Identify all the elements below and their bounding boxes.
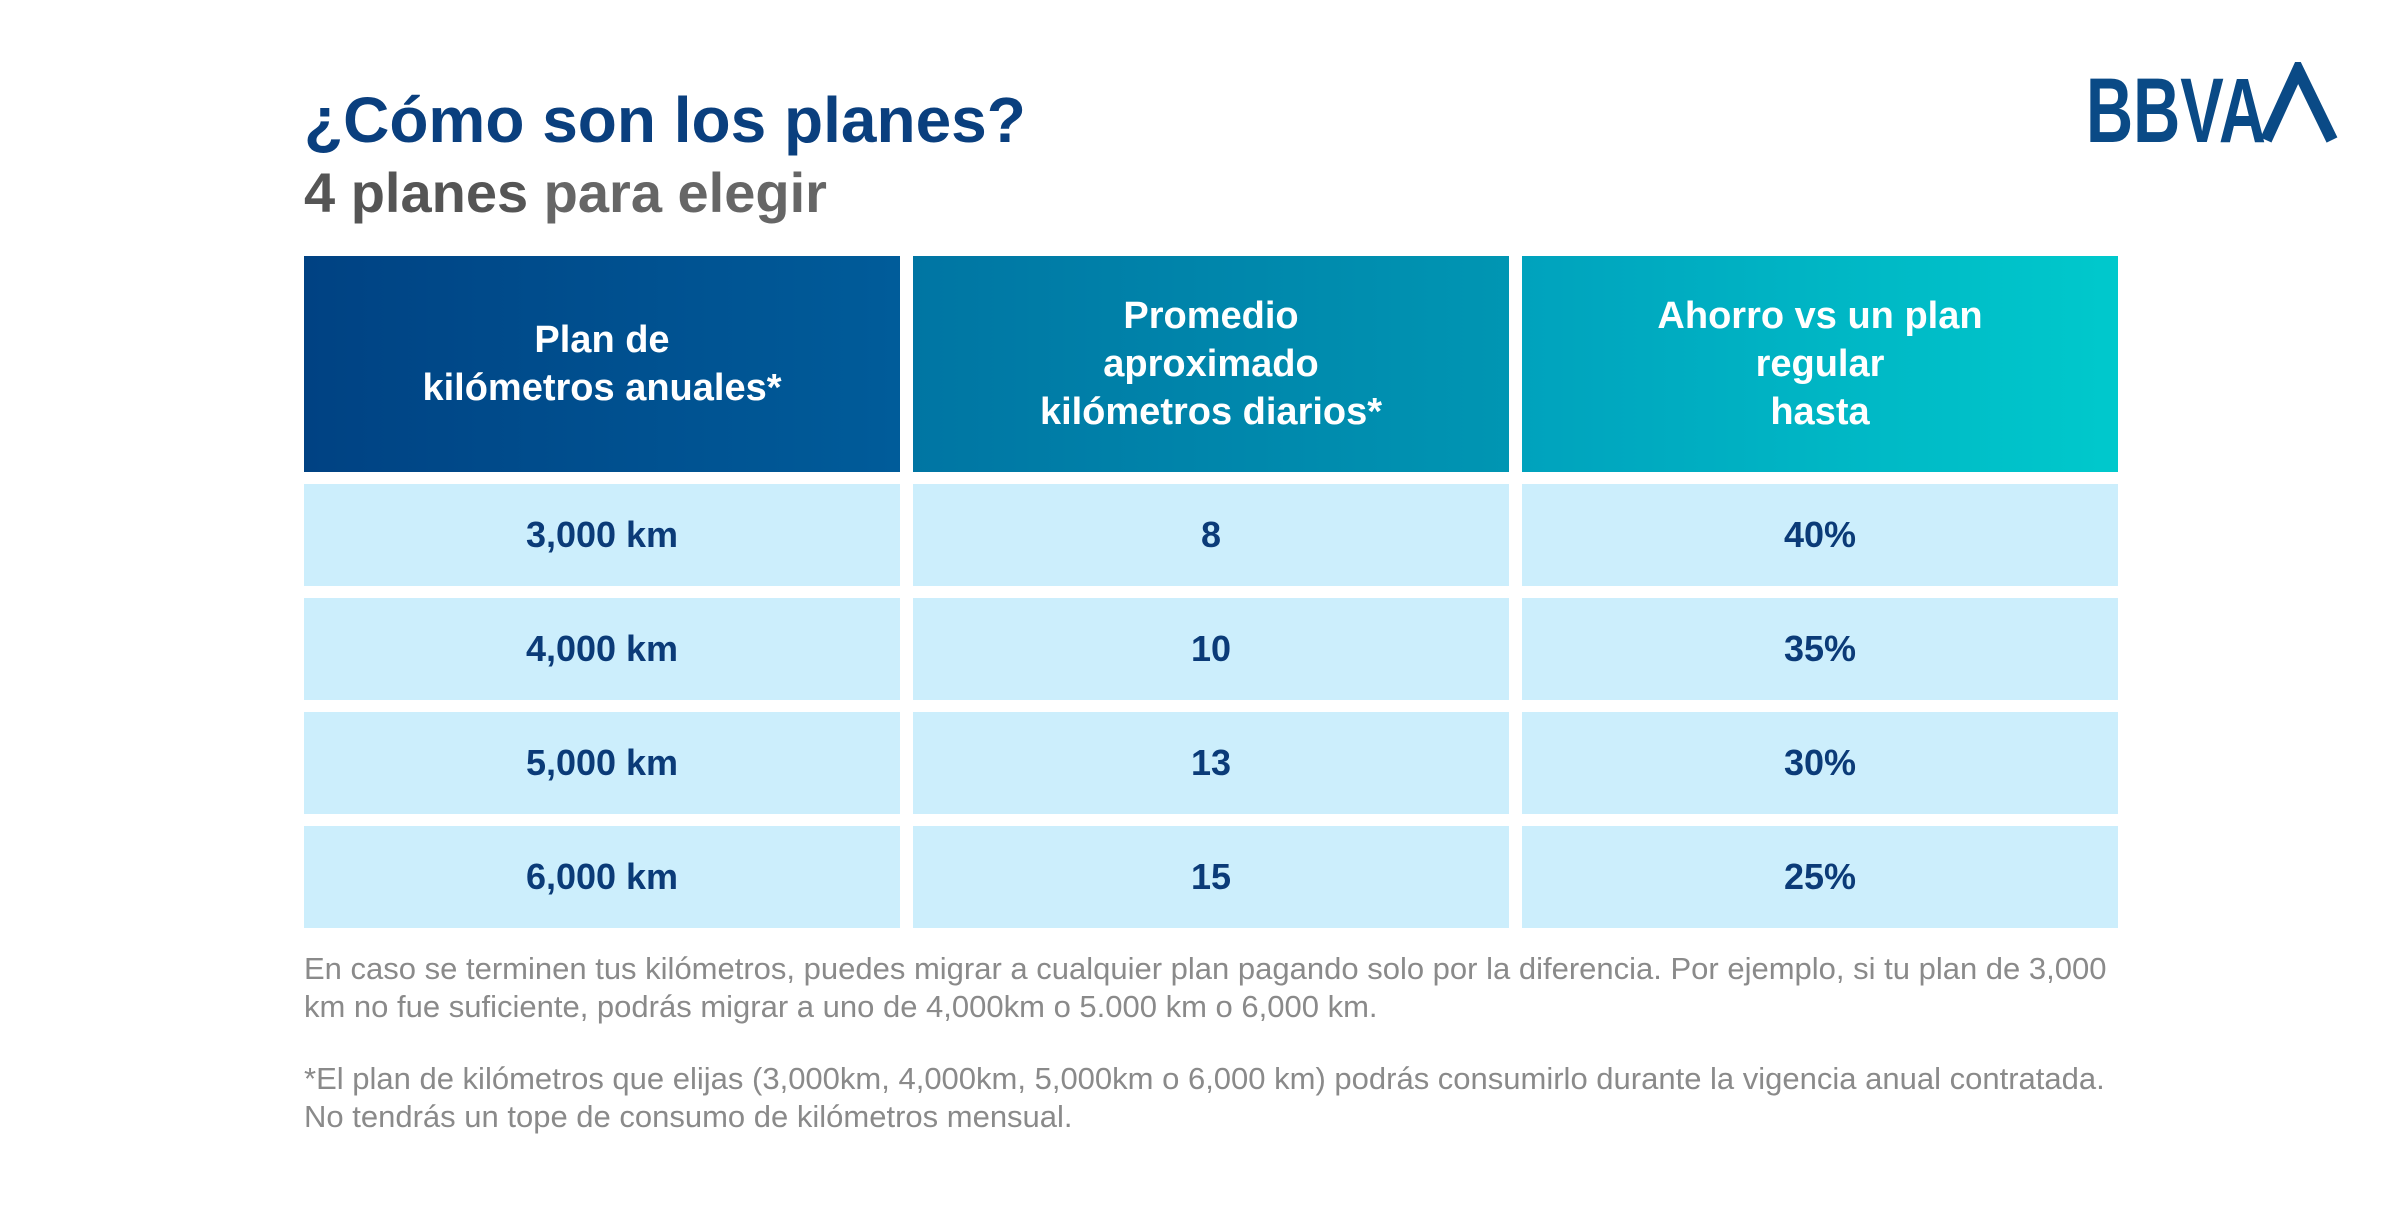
footnotes: En caso se terminen tus kilómetros, pued…: [304, 950, 2134, 1136]
page-subtitle: 4 planes para elegir: [304, 158, 827, 228]
bbva-logo: BBVA: [2086, 62, 2338, 146]
note-migration: En caso se terminen tus kilómetros, pued…: [304, 951, 2107, 1024]
header-daily-km: Promedio aproximado kilómetros diarios*: [913, 256, 1509, 472]
plans-table: Plan de kilómetros anuales* Promedio apr…: [304, 256, 2118, 928]
header-annual-km: Plan de kilómetros anuales*: [304, 256, 900, 472]
table-cell-daily-km: 10: [913, 598, 1509, 700]
page-title: ¿Cómo son los planes?: [304, 84, 1026, 156]
table-cell-annual-km: 3,000 km: [304, 484, 900, 586]
subtitle-rest: para elegir: [543, 161, 827, 224]
subtitle-bold: 4 planes: [304, 161, 529, 224]
note-annual-validity: *El plan de kilómetros que elijas (3,000…: [304, 1061, 2105, 1134]
table-cell-daily-km: 8: [913, 484, 1509, 586]
logo-wordmark: BBVA: [2086, 62, 2266, 146]
table-cell-savings: 40%: [1522, 484, 2118, 586]
table-cell-annual-km: 4,000 km: [304, 598, 900, 700]
table-cell-savings: 35%: [1522, 598, 2118, 700]
table-cell-savings: 30%: [1522, 712, 2118, 814]
table-cell-annual-km: 5,000 km: [304, 712, 900, 814]
table-cell-annual-km: 6,000 km: [304, 826, 900, 928]
table-cell-daily-km: 15: [913, 826, 1509, 928]
header-savings: Ahorro vs un plan regular hasta: [1522, 256, 2118, 472]
table-cell-savings: 25%: [1522, 826, 2118, 928]
table-cell-daily-km: 13: [913, 712, 1509, 814]
